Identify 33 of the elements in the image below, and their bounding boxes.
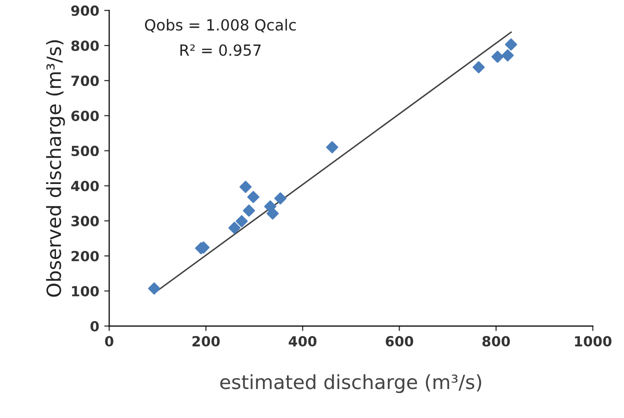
y-tick-label: 900	[71, 5, 99, 16]
x-tick-label: 1000	[575, 336, 612, 347]
x-tick-label: 800	[482, 336, 510, 347]
point	[505, 38, 518, 51]
point	[148, 282, 160, 295]
y-tick-label: 300	[71, 216, 99, 226]
x-tick-label: 0	[105, 336, 114, 347]
x-axis-title: estimated discharge (m³/s)	[220, 374, 482, 394]
point	[266, 207, 279, 220]
y-tick-label: 200	[72, 250, 99, 262]
point	[472, 61, 485, 74]
point	[502, 49, 514, 62]
y-axis-title: Observed discharge (m³/s)	[46, 40, 65, 297]
x-tick-label: 400	[288, 336, 316, 347]
x-tick-label: 200	[192, 336, 220, 347]
point	[491, 50, 504, 63]
point	[240, 180, 252, 193]
point	[274, 192, 286, 204]
annotation: Qobs = 1.008 Qcalc	[145, 18, 296, 32]
y-tick-label: 0	[90, 321, 99, 332]
point	[242, 204, 256, 217]
point	[247, 190, 260, 204]
y-tick-label: 800	[71, 40, 99, 51]
y-tick-label: 700	[71, 76, 99, 86]
y-tick-label: 500	[72, 146, 99, 156]
y-tick-label: 600	[71, 110, 99, 122]
y-tick-label: 400	[71, 180, 99, 192]
annotation: R² = 0.957	[180, 44, 261, 56]
point	[236, 215, 248, 228]
point	[326, 141, 338, 154]
x-tick-label: 600	[386, 336, 414, 347]
y-tick-label: 100	[72, 286, 99, 296]
point	[228, 222, 241, 234]
